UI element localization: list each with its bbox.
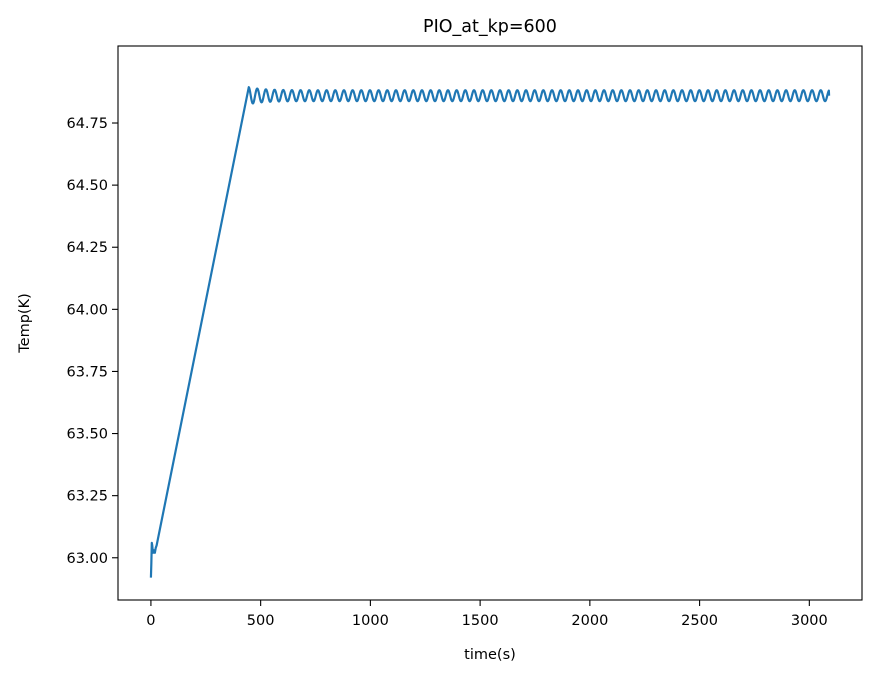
y-axis-label: Temp(K) bbox=[17, 293, 33, 353]
y-tick-label: 63.50 bbox=[66, 427, 108, 443]
y-tick-label: 63.00 bbox=[66, 551, 108, 567]
plot-frame bbox=[117, 45, 863, 601]
x-tick-label: 500 bbox=[247, 613, 275, 629]
y-tick-label: 64.75 bbox=[66, 116, 108, 132]
x-axis-label: time(s) bbox=[464, 647, 516, 663]
x-tick-label: 3000 bbox=[791, 613, 828, 629]
y-tick-label: 64.00 bbox=[66, 302, 108, 318]
x-tick-label: 2000 bbox=[571, 613, 608, 629]
x-tick-label: 1500 bbox=[462, 613, 499, 629]
y-axis-ticks: 63.00 63.25 63.50 63.75 64.00 64.25 64.50 64.75 bbox=[66, 116, 118, 567]
y-tick-label: 63.75 bbox=[66, 364, 108, 380]
x-tick-label: 2500 bbox=[681, 613, 718, 629]
temperature-series-line bbox=[149, 86, 831, 578]
x-axis-ticks: 0 500 1000 1500 2000 2500 3000 bbox=[146, 600, 828, 629]
chart-title: PIO_at_kp=600 bbox=[423, 17, 557, 37]
x-tick-label: 0 bbox=[146, 613, 155, 629]
y-tick-label: 63.25 bbox=[66, 489, 108, 505]
x-tick-label: 1000 bbox=[352, 613, 389, 629]
y-tick-label: 64.25 bbox=[66, 240, 108, 256]
y-tick-label: 64.50 bbox=[66, 178, 108, 194]
plot-area bbox=[117, 45, 863, 601]
